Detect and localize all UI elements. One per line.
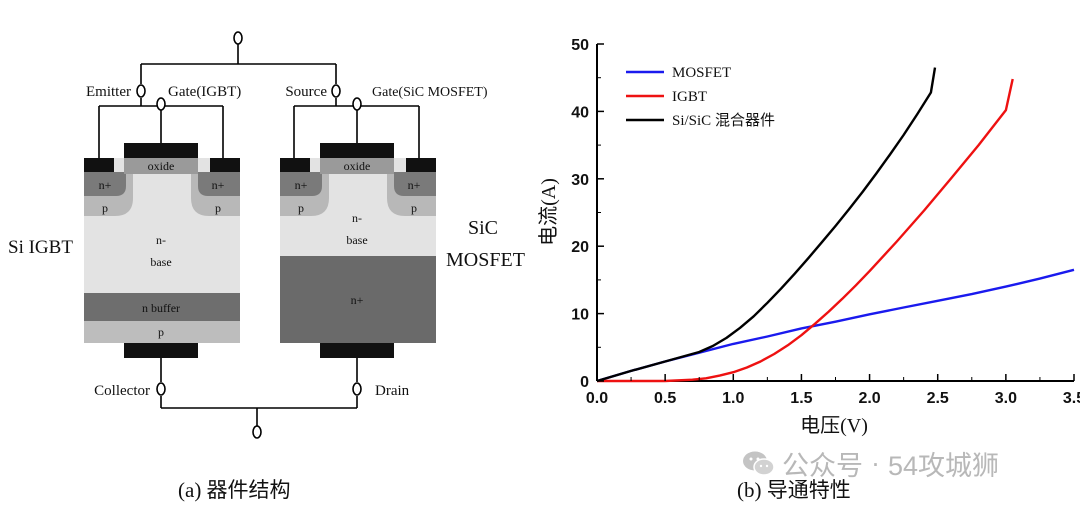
mosfet-oxide-text: oxide (344, 159, 371, 173)
igbt-nplus-right (198, 172, 240, 196)
igbt-drift-text-2: base (150, 255, 171, 269)
mosfet-source-metal-right (406, 158, 436, 172)
igbt-p-left-text: p (102, 201, 108, 215)
igbt-structure: oxide n+ n+ p p n- base n buffer p (84, 143, 240, 358)
mosfet-nplus-right (394, 172, 436, 196)
mosfet-label: MOSFET (446, 249, 525, 271)
mosfet-gate-terminal (352, 97, 362, 111)
watermark-separator: · (871, 448, 880, 478)
mosfet-source-metal-left (280, 158, 310, 172)
y-tick-label: 50 (571, 37, 589, 54)
x-tick-label: 1.0 (722, 390, 744, 407)
mosfet-drift-text-1: n- (352, 211, 362, 225)
device-structure-diagram: Emitter Gate(IGBT) Source Gate(SiC MOSFE… (8, 31, 525, 502)
igbt-oxide (124, 158, 198, 174)
mosfet-nplus-left (280, 172, 322, 196)
igbt-emitter-metal-left (84, 158, 114, 172)
chart-series-group (596, 67, 1075, 383)
source-terminal (331, 84, 341, 98)
legend-label-mosfet: MOSFET (672, 65, 731, 81)
x-tick-label: 0.0 (586, 390, 608, 407)
emitter-label: Emitter (86, 84, 131, 100)
watermark-name: 54攻城狮 (888, 451, 1000, 481)
igbt-drift-text-1: n- (156, 233, 166, 247)
igbt-emitter-metal-right (210, 158, 240, 172)
mosfet-nplus-substrate (280, 256, 436, 343)
si-igbt-label: Si IGBT (8, 237, 73, 258)
chart-axes (596, 44, 1074, 382)
igbt-collector-metal (124, 343, 198, 358)
sic-label: SiC (468, 217, 498, 239)
x-tick-label: 3.5 (1063, 390, 1080, 407)
mosfet-drift-text-2: base (346, 233, 367, 247)
y-tick-label: 10 (571, 307, 589, 324)
chart-y-axis-label: 电流(A) (537, 178, 560, 246)
igbt-nplus-left-text: n+ (99, 178, 112, 192)
mosfet-gate-label: Gate(SiC MOSFET) (372, 85, 488, 100)
y-tick-label: 40 (571, 104, 589, 121)
diagram-caption: (a) 器件结构 (178, 478, 291, 502)
emitter-terminal (136, 84, 146, 98)
igbt-gate-metal (124, 143, 198, 158)
drain-label: Drain (375, 383, 410, 399)
conduction-chart: 0.0 0.5 1.0 1.5 2.0 2.5 3.0 3.5 0 10 20 30 40 50 电流(A… (537, 37, 1080, 502)
igbt-buffer-text: n buffer (142, 301, 180, 315)
mosfet-nplus-left-text: n+ (295, 178, 308, 192)
chart-caption: (b) 导通特性 (737, 478, 851, 502)
source-label: Source (285, 84, 327, 100)
igbt-gate-label: Gate(IGBT) (168, 84, 241, 100)
collector-label: Collector (94, 383, 150, 399)
igbt-p-collector (84, 321, 240, 343)
igbt-p-right-text: p (215, 201, 221, 215)
watermark-brand: 公众号 (782, 451, 863, 481)
chart-x-axis-label: 电压(V) (800, 414, 868, 437)
x-tick-label: 1.5 (790, 390, 812, 407)
watermark: 公众号 · 54攻城狮 (742, 444, 999, 483)
chart-legend: MOSFET IGBT Si/SiC 混合器件 (626, 65, 775, 129)
igbt-nplus-right-text: n+ (212, 178, 225, 192)
mosfet-drain-metal (320, 343, 394, 358)
y-tick-label: 0 (580, 374, 589, 391)
chart-ticks-group: 0.0 0.5 1.0 1.5 2.0 2.5 3.0 3.5 0 10 20 30 40 50 (571, 37, 1080, 407)
legend-label-hybrid: Si/SiC 混合器件 (672, 112, 775, 129)
drain-terminal (352, 382, 362, 396)
top-node-terminal (233, 31, 243, 45)
igbt-nplus-left (84, 172, 126, 196)
x-tick-label: 3.0 (995, 390, 1017, 407)
x-tick-label: 2.0 (858, 390, 880, 407)
mosfet-nplus-right-text: n+ (408, 178, 421, 192)
wechat-icon (743, 451, 775, 476)
bottom-node-terminal (252, 425, 262, 439)
series-mosfet (596, 268, 1075, 383)
x-tick-label: 2.5 (927, 390, 949, 407)
mosfet-oxide (320, 158, 394, 174)
mosfet-p-left-text: p (298, 201, 304, 215)
mosfet-structure: oxide n+ n+ p p n- base n+ (280, 143, 436, 358)
collector-terminal (156, 382, 166, 396)
mosfet-p-right-text: p (411, 201, 417, 215)
igbt-p-collector-text: p (158, 325, 164, 339)
igbt-gate-terminal (156, 97, 166, 111)
y-tick-label: 30 (571, 172, 589, 189)
mosfet-gate-metal (320, 143, 394, 158)
igbt-n-buffer (84, 293, 240, 321)
series-hybrid (596, 67, 937, 383)
y-tick-label: 20 (571, 239, 589, 256)
mosfet-substrate-text: n+ (351, 293, 364, 307)
series-igbt (597, 78, 1014, 383)
igbt-oxide-text: oxide (148, 159, 175, 173)
x-tick-label: 0.5 (654, 390, 676, 407)
legend-label-igbt: IGBT (672, 89, 707, 105)
